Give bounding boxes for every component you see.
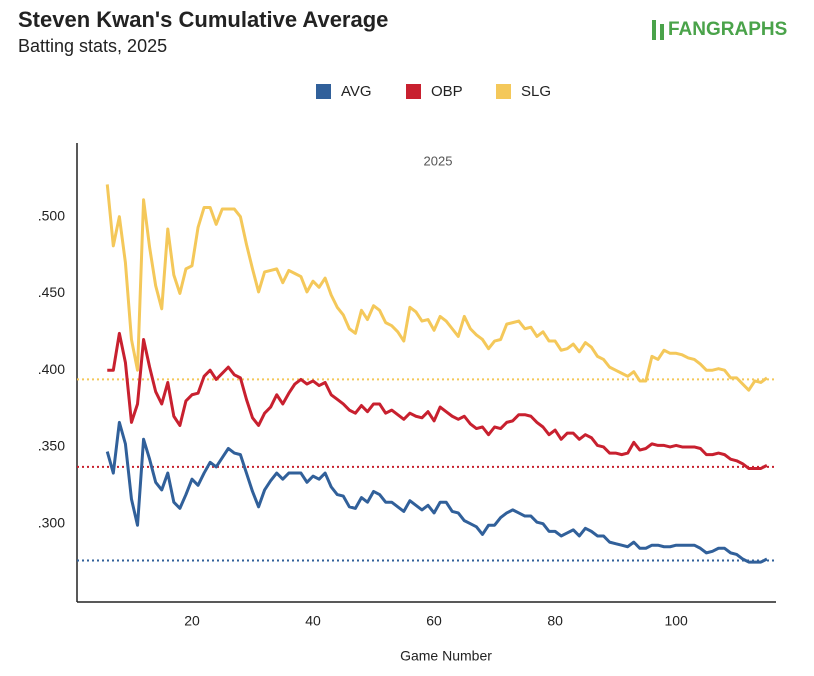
y-tick-label: .450 (38, 284, 65, 300)
series-line (107, 331, 768, 470)
legend-swatch (406, 84, 421, 99)
x-axis-label: Game Number (400, 648, 492, 664)
legend-label: AVG (341, 83, 372, 100)
legend-swatch (496, 84, 511, 99)
legend-label: OBP (431, 83, 463, 100)
x-tick-label: 20 (184, 613, 200, 629)
panel-label: 2025 (424, 153, 453, 168)
legend-swatch (316, 84, 331, 99)
y-tick-label: .400 (38, 361, 65, 377)
legend-label: SLG (521, 83, 551, 100)
logo-mark (652, 20, 656, 40)
x-tick-label: 80 (547, 613, 563, 629)
y-tick-label: .300 (38, 514, 65, 530)
series-line (105, 420, 768, 564)
x-tick-label: 60 (426, 613, 442, 629)
chart-title: Steven Kwan's Cumulative Average (18, 7, 388, 32)
chart-subtitle: Batting stats, 2025 (18, 36, 167, 56)
x-tick-label: 40 (305, 613, 321, 629)
series-line (105, 184, 768, 392)
y-tick-label: .350 (38, 438, 65, 454)
logo-mark (660, 24, 664, 40)
x-tick-label: 100 (664, 613, 688, 629)
logo: FANGRAPHS (668, 19, 787, 40)
y-tick-label: .500 (38, 207, 65, 223)
